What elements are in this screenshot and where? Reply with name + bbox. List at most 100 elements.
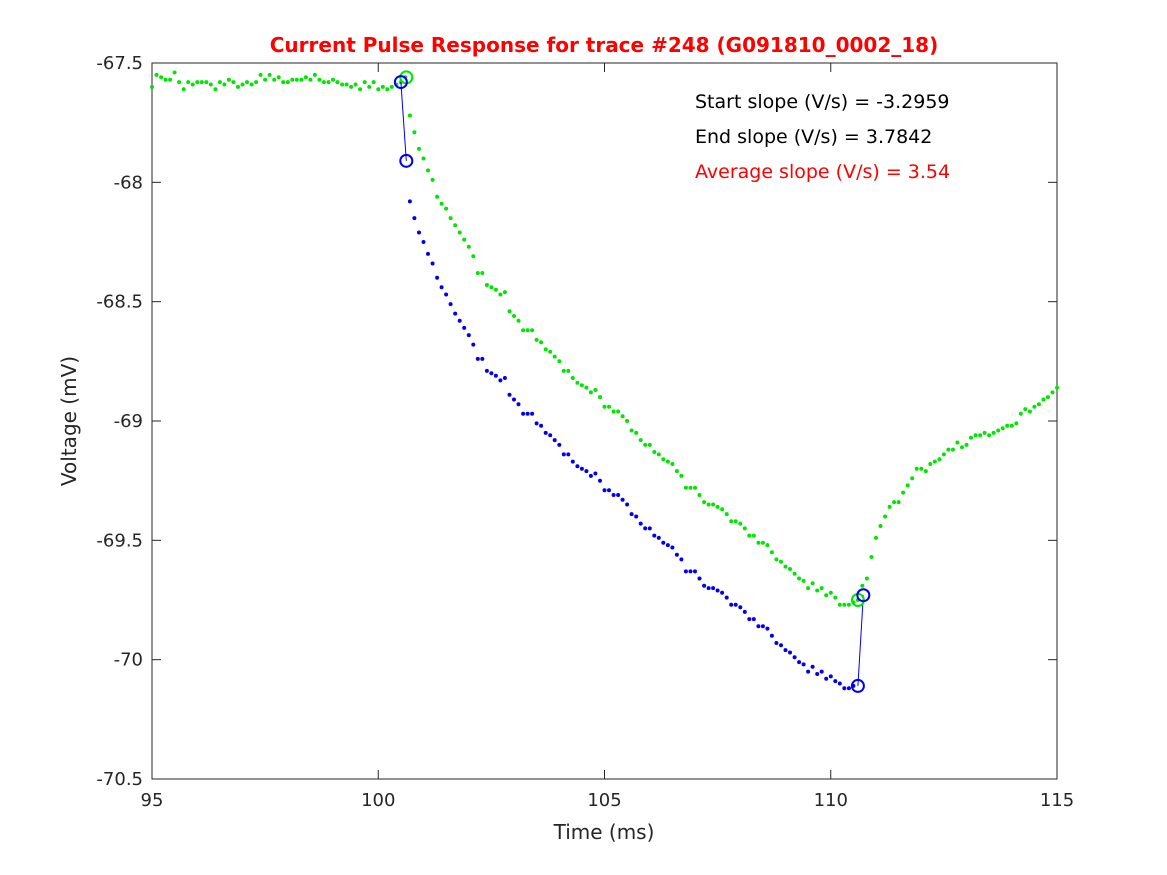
data-point — [801, 578, 806, 583]
data-point — [720, 507, 725, 512]
data-point — [751, 617, 756, 622]
data-point — [625, 419, 630, 423]
data-point — [444, 292, 449, 297]
data-point — [539, 340, 544, 345]
data-point — [751, 533, 756, 538]
data-point — [978, 433, 983, 438]
data-point — [733, 519, 738, 524]
data-point — [471, 342, 476, 347]
data-point — [290, 77, 295, 82]
data-point — [792, 571, 797, 576]
data-point — [946, 447, 951, 452]
data-point — [163, 77, 168, 82]
data-point — [846, 686, 851, 691]
data-point — [579, 466, 584, 471]
data-point — [729, 602, 734, 607]
y-tick-label: -67.5 — [96, 53, 143, 74]
data-point — [579, 383, 584, 388]
data-point — [326, 80, 331, 85]
data-point — [919, 466, 924, 471]
data-point — [964, 442, 969, 447]
data-point — [294, 77, 299, 82]
endpoint-circle — [856, 588, 871, 603]
data-point — [552, 438, 557, 443]
data-point — [774, 557, 779, 562]
data-point — [747, 533, 752, 538]
data-point — [720, 590, 725, 595]
endpoint-circle — [393, 75, 408, 90]
data-point — [620, 414, 625, 419]
data-point — [466, 244, 471, 249]
y-tick-label: -68.5 — [96, 292, 143, 313]
data-point — [321, 80, 326, 85]
data-point — [154, 72, 159, 77]
plot-area — [151, 62, 1058, 780]
data-point — [928, 462, 933, 466]
data-point — [168, 77, 173, 82]
data-point — [656, 535, 661, 540]
data-point — [629, 512, 634, 517]
y-tick-label: -68 — [114, 172, 143, 193]
chart-title: Current Pulse Response for trace #248 (G… — [270, 33, 938, 57]
data-point — [815, 588, 820, 593]
data-point — [874, 535, 878, 540]
x-tick-label: 115 — [1040, 790, 1074, 811]
data-point — [344, 82, 349, 87]
slope-annotations: Start slope (V/s) = -3.2959 End slope (V/… — [695, 91, 950, 183]
data-point — [629, 428, 634, 433]
data-point — [738, 521, 743, 526]
data-point — [819, 586, 824, 591]
data-point — [828, 590, 833, 595]
annotation-text: End slope (V/s) = 3.7842 — [695, 126, 932, 148]
data-point — [367, 84, 372, 89]
data-point — [181, 87, 186, 92]
data-point — [561, 452, 566, 457]
data-point — [498, 378, 503, 383]
data-point — [611, 409, 616, 414]
data-point — [674, 552, 679, 557]
data-point — [380, 84, 385, 89]
data-point — [575, 380, 580, 385]
data-point — [598, 478, 602, 483]
data-point — [502, 376, 507, 380]
data-point — [236, 84, 240, 89]
data-point — [602, 404, 607, 409]
data-point — [810, 664, 815, 669]
data-point — [973, 433, 978, 438]
data-point — [788, 567, 792, 571]
data-point — [779, 559, 783, 564]
data-point — [683, 485, 688, 490]
data-point — [815, 672, 820, 676]
data-point — [521, 411, 526, 416]
data-point — [869, 555, 874, 559]
data-point — [217, 80, 222, 85]
data-point — [837, 681, 842, 686]
data-point — [335, 80, 340, 85]
data-point — [991, 430, 996, 435]
data-point — [439, 201, 444, 206]
data-point — [516, 402, 521, 407]
x-axis-label: Time (ms) — [553, 820, 655, 844]
data-point — [462, 325, 467, 330]
data-point — [159, 75, 164, 80]
data-point — [340, 82, 345, 87]
data-point — [498, 292, 503, 297]
data-point — [539, 423, 544, 428]
data-point — [1009, 423, 1014, 428]
data-point — [607, 488, 611, 493]
data-point — [1050, 390, 1055, 395]
data-point — [769, 633, 774, 638]
data-point — [593, 471, 598, 476]
data-point — [729, 519, 734, 524]
data-point — [457, 230, 462, 235]
data-point — [358, 87, 363, 92]
annotation-text: Start slope (V/s) = -3.2959 — [695, 91, 950, 113]
data-point — [245, 80, 249, 85]
data-point — [693, 485, 697, 490]
data-point — [353, 82, 358, 87]
data-point — [982, 430, 987, 435]
data-point — [331, 77, 335, 82]
data-point — [620, 497, 625, 502]
data-point — [480, 271, 485, 275]
